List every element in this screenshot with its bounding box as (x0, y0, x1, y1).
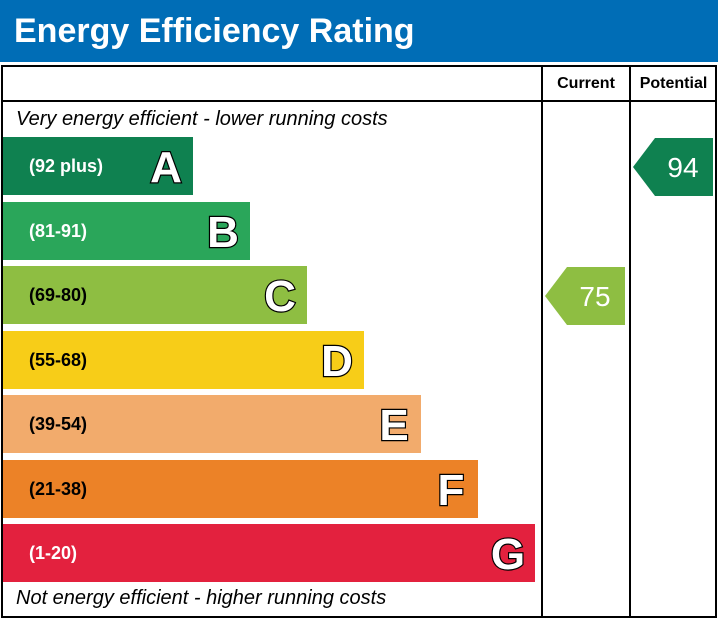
current-column-header: Current (557, 75, 615, 92)
svg-text:E: E (379, 401, 408, 450)
band-range-label: (39-54) (29, 414, 88, 434)
band-range-label: (1-20) (29, 543, 78, 563)
svg-text:A: A (150, 143, 182, 192)
band-letter-f: F (436, 465, 465, 516)
rating-table-frame (1, 65, 717, 618)
band-a: (92 plus) A (3, 137, 193, 195)
top-note: Very energy efficient - lower running co… (16, 108, 388, 130)
band-letter-b: B (206, 207, 240, 258)
band-range-label: (55-68) (29, 350, 88, 370)
potential-column-divider (629, 65, 631, 618)
bottom-note: Not energy efficient - higher running co… (16, 587, 387, 609)
band-range-label: (92 plus) (29, 156, 104, 176)
svg-text:F: F (438, 466, 465, 515)
band-letter-c: C (263, 271, 297, 322)
current-rating-arrow: 75 (545, 267, 625, 325)
potential-column-header: Potential (639, 75, 708, 92)
header-row-divider (1, 100, 717, 102)
band-e: (39-54) E (3, 395, 421, 453)
band-range-label: (81-91) (29, 221, 88, 241)
potential-rating-arrow: 94 (633, 138, 713, 196)
band-letter-d: D (320, 336, 354, 387)
page-title: Energy Efficiency Rating (0, 0, 718, 62)
svg-text:B: B (207, 208, 239, 257)
band-g: (1-20) G (3, 524, 535, 582)
svg-text:D: D (321, 337, 353, 386)
band-letter-e: E (378, 400, 410, 451)
band-range-label: (21-38) (29, 479, 88, 499)
current-column-divider (541, 65, 543, 618)
potential-rating-value: 94 (667, 152, 698, 183)
band-range-label: (69-80) (29, 285, 88, 305)
current-rating-value: 75 (579, 281, 610, 312)
band-b: (81-91) B (3, 202, 250, 260)
band-c: (69-80) C (3, 266, 307, 324)
band-d: (55-68) D (3, 331, 364, 389)
svg-text:C: C (264, 272, 296, 321)
band-letter-a: A (149, 142, 183, 193)
svg-text:G: G (491, 530, 525, 579)
band-letter-g: G (490, 529, 527, 580)
band-f: (21-38) F (3, 460, 478, 518)
